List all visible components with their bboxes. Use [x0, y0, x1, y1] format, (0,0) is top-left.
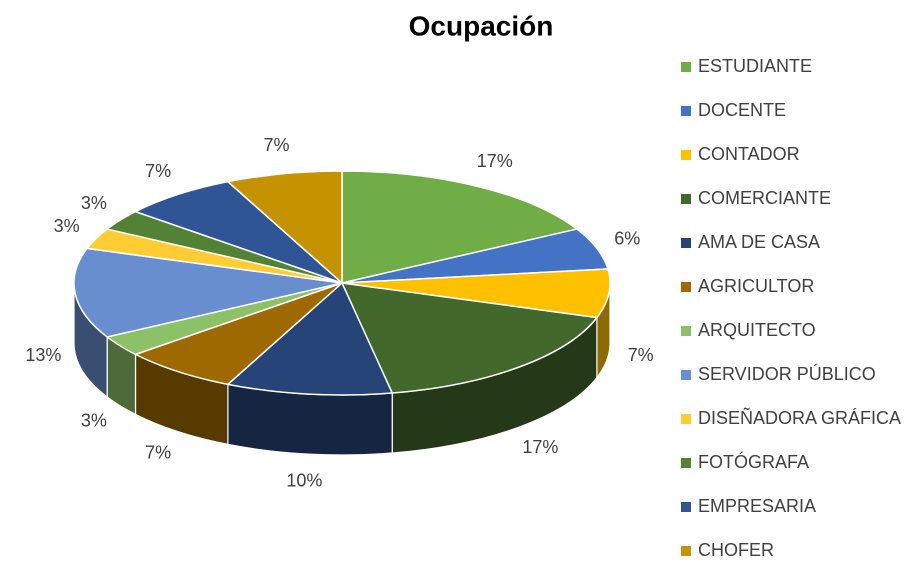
slice — [341, 170, 579, 284]
legend-label: CONTADOR — [698, 144, 800, 164]
legend-swatch — [681, 282, 691, 292]
data-label: 6% — [614, 228, 640, 248]
data-label: 3% — [81, 193, 107, 213]
slice — [226, 170, 343, 285]
data-label: 13% — [25, 345, 61, 365]
data-label: 7% — [628, 345, 654, 365]
legend-swatch — [681, 106, 691, 116]
legend-swatch — [681, 326, 691, 336]
data-label: 17% — [477, 151, 513, 171]
legend-swatch — [681, 414, 691, 424]
legend-swatch — [681, 546, 691, 556]
legend-label: DISEÑADORA GRÁFICA — [698, 407, 901, 428]
legend-label: COMERCIANTE — [698, 188, 831, 208]
legend-swatch — [681, 370, 691, 380]
legend-label: FOTÓGRAFA — [698, 451, 809, 472]
legend-label: AMA DE CASA — [698, 232, 820, 252]
legend-swatch — [681, 194, 691, 204]
slice — [341, 268, 611, 319]
slice — [226, 281, 394, 396]
legend-label: AGRICULTOR — [698, 276, 814, 296]
legend-swatch — [681, 458, 691, 468]
data-label: 17% — [522, 437, 558, 457]
chart-title: Ocupación — [409, 10, 554, 41]
data-label: 7% — [264, 135, 290, 155]
legend-swatch — [681, 62, 691, 72]
slice — [133, 180, 343, 284]
data-label: 7% — [145, 442, 171, 462]
slice — [340, 282, 599, 394]
legend-label: ESTUDIANTE — [698, 56, 812, 76]
slice — [133, 282, 343, 386]
legend-label: SERVIDOR PÚBLICO — [698, 363, 876, 384]
data-label: 3% — [54, 216, 80, 236]
legend-swatch — [681, 502, 691, 512]
legend-label: CHOFER — [698, 540, 774, 560]
slice — [73, 247, 343, 338]
data-label: 10% — [286, 471, 322, 491]
data-label: 3% — [81, 410, 107, 430]
data-label: 7% — [145, 161, 171, 181]
legend-label: DOCENTE — [698, 100, 786, 120]
legend-swatch — [681, 238, 691, 248]
legend-label: ARQUITECTO — [698, 320, 816, 340]
legend-label: EMPRESARIA — [698, 496, 816, 516]
legend-swatch — [681, 150, 691, 160]
